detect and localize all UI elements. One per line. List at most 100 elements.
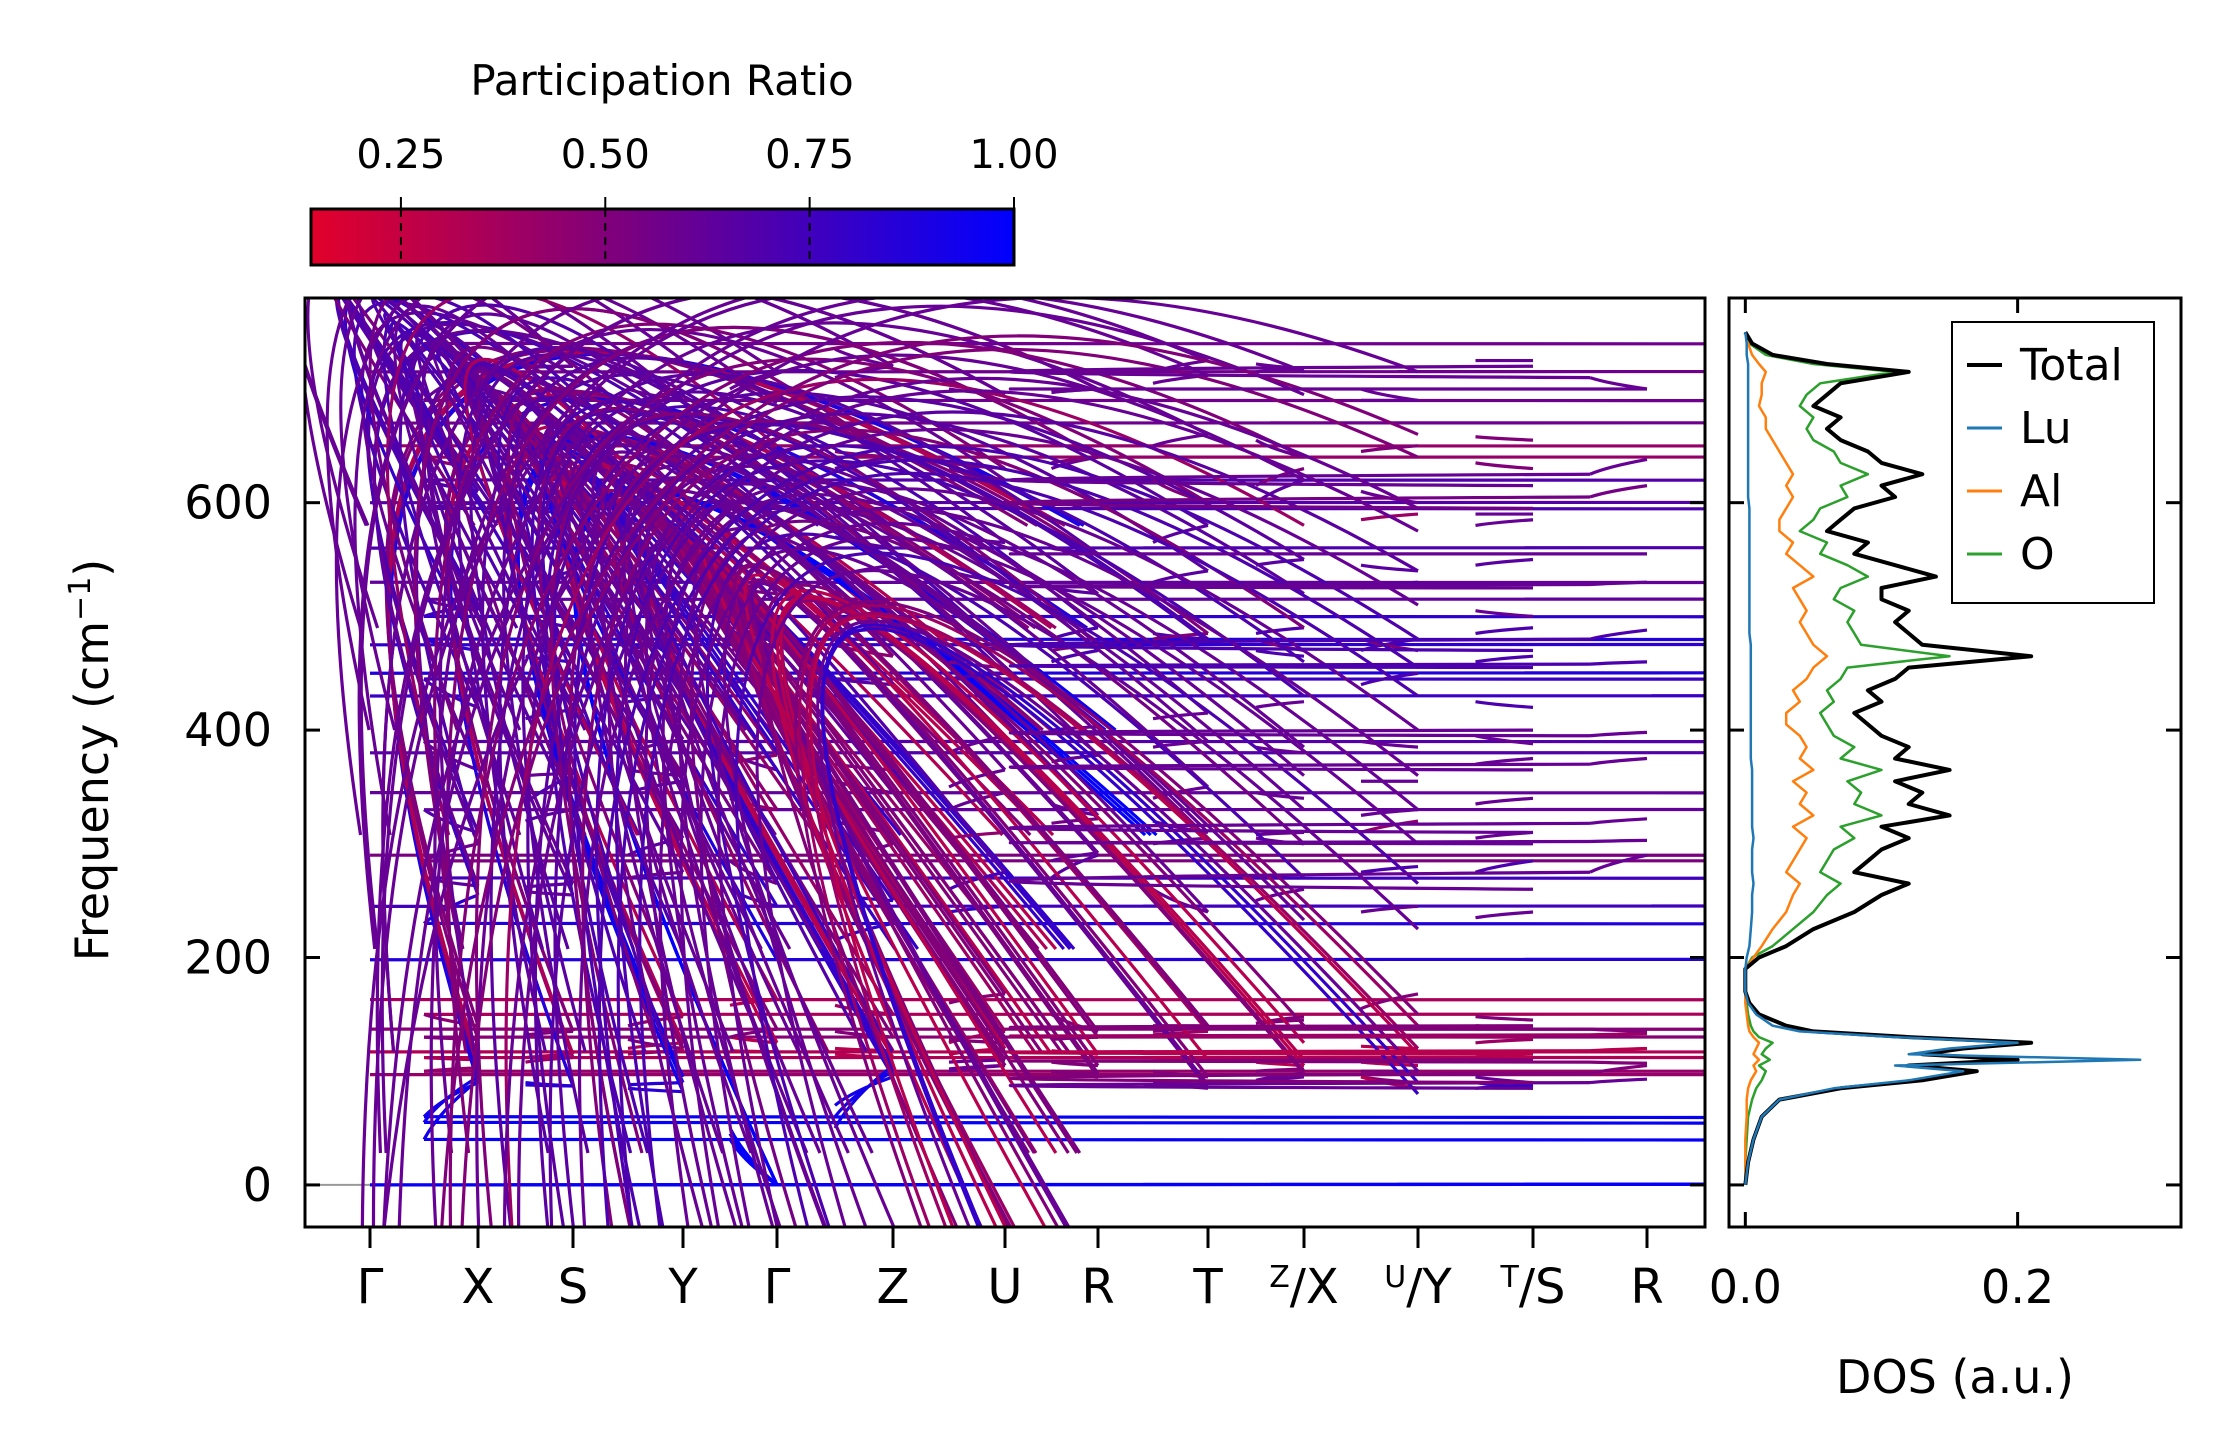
y-axis-ticks: 0 200 400 600 — [184, 476, 2181, 1212]
phonon-band — [1360, 864, 1419, 874]
phonon-band — [808, 613, 1420, 1227]
phonon-band — [381, 298, 1006, 1052]
path-label: R — [1630, 1259, 1663, 1315]
phonon-band — [1474, 859, 1534, 874]
phonon-band — [616, 458, 1419, 1227]
legend-label-al: Al — [2020, 466, 2062, 517]
y-tick-label: 200 — [184, 931, 272, 985]
colorbar: Participation Ratio 0.25 0.50 0.75 1.00 — [309, 56, 1059, 267]
phonon-band — [747, 578, 1210, 1227]
phonon-band — [353, 298, 778, 836]
phonon-band — [504, 377, 1305, 1227]
phonon-band — [397, 304, 1305, 1227]
phonon-band — [706, 554, 1100, 1154]
phonon-band — [1589, 484, 1648, 499]
phonon-band — [1008, 728, 1591, 738]
phonon-band — [385, 298, 779, 836]
path-label: Y — [667, 1259, 698, 1315]
path-label: R — [1081, 1259, 1114, 1315]
phonon-band — [1475, 1037, 1534, 1045]
phonon-band — [1360, 387, 1419, 402]
phonon-band — [1008, 495, 1591, 510]
phonon-band — [579, 460, 897, 950]
path-label: T — [1192, 1259, 1223, 1315]
legend-label-total: Total — [2019, 340, 2123, 391]
phonon-band — [1589, 628, 1648, 641]
phonon-band — [1360, 671, 1419, 687]
phonon-band — [356, 298, 575, 629]
phonon-band — [1008, 1024, 1591, 1031]
phonon-band — [448, 340, 1305, 1227]
path-label: U — [987, 1259, 1022, 1315]
phonon-band — [1589, 838, 1648, 844]
phonon-band — [460, 347, 1419, 1227]
dos-x-tick-label: 0.0 — [1709, 1260, 1782, 1314]
phonon-band — [306, 298, 575, 629]
phonon-band — [1360, 739, 1419, 749]
phonon-band — [834, 1046, 894, 1053]
phonon-band — [1008, 662, 1591, 670]
phonon-band — [679, 507, 1419, 1227]
phonon-band — [1589, 756, 1648, 766]
dos-curves — [1743, 331, 2142, 1186]
phonon-band — [1255, 887, 1305, 903]
phonon-band — [1008, 821, 1591, 835]
phonon-band — [1051, 455, 1099, 465]
phonon-band — [1589, 1060, 1648, 1065]
phonon-band — [833, 1064, 894, 1129]
phonon-band — [607, 453, 1210, 1227]
phonon-band — [577, 427, 1419, 1227]
phonon-band — [325, 298, 684, 731]
phonon-band — [334, 298, 778, 836]
phonon-band — [360, 298, 1209, 1227]
phonon-band — [1589, 376, 1648, 391]
phonon-band — [1589, 1027, 1648, 1034]
phonon-band — [489, 369, 1209, 1227]
phonon-band — [627, 1080, 684, 1087]
phonon-band — [1008, 762, 1591, 772]
phonon-band — [1008, 1049, 1591, 1056]
phonon-band — [1255, 700, 1305, 709]
phonon-band — [770, 589, 1306, 1227]
phonon-band — [521, 390, 1099, 1154]
phonon-band — [515, 396, 895, 950]
phonon-band — [664, 499, 1210, 1227]
phonon-band — [658, 487, 1419, 1227]
phonon-band — [794, 599, 1420, 1227]
legend-box — [1951, 321, 2155, 604]
phonon-band — [429, 321, 1209, 1227]
phonon-band — [833, 1069, 894, 1118]
phonon-band — [1589, 853, 1648, 874]
phonon-band — [1475, 910, 1534, 920]
phonon-band — [1475, 796, 1534, 806]
phonon-band — [413, 307, 894, 950]
phonon-band — [1589, 730, 1648, 738]
y-tick-label: 0 — [243, 1158, 272, 1212]
phonon-band — [1475, 435, 1534, 442]
phonon-band — [743, 573, 1210, 1227]
phonon-band — [948, 1063, 1006, 1071]
colorbar-ticks: 0.25 0.50 0.75 1.00 — [356, 132, 1059, 265]
phonon-band — [380, 298, 1099, 1154]
phonon-band — [638, 471, 1419, 1227]
phonon-band — [1008, 1071, 1591, 1085]
phonon-band — [1051, 851, 1099, 863]
phonon-band — [544, 404, 1100, 1154]
phonon-band — [1589, 660, 1648, 666]
phonon-band — [1152, 358, 1209, 374]
phonon-band — [948, 768, 1006, 789]
phonon-band — [1475, 1015, 1534, 1022]
phonon-band — [1475, 626, 1534, 636]
phonon-band — [475, 353, 1305, 1227]
phonon-band — [1475, 654, 1534, 664]
phonon-band — [1589, 817, 1648, 825]
phonon-band — [705, 532, 1306, 1227]
phonon-band — [382, 298, 1419, 1227]
phonon-band — [1008, 582, 1591, 590]
dos-x-tick-label: 0.2 — [1981, 1260, 2054, 1314]
phonon-band — [1152, 432, 1209, 448]
phonon-band — [729, 1049, 778, 1054]
path-label: Γ — [357, 1259, 384, 1315]
phonon-band — [821, 627, 1420, 1227]
